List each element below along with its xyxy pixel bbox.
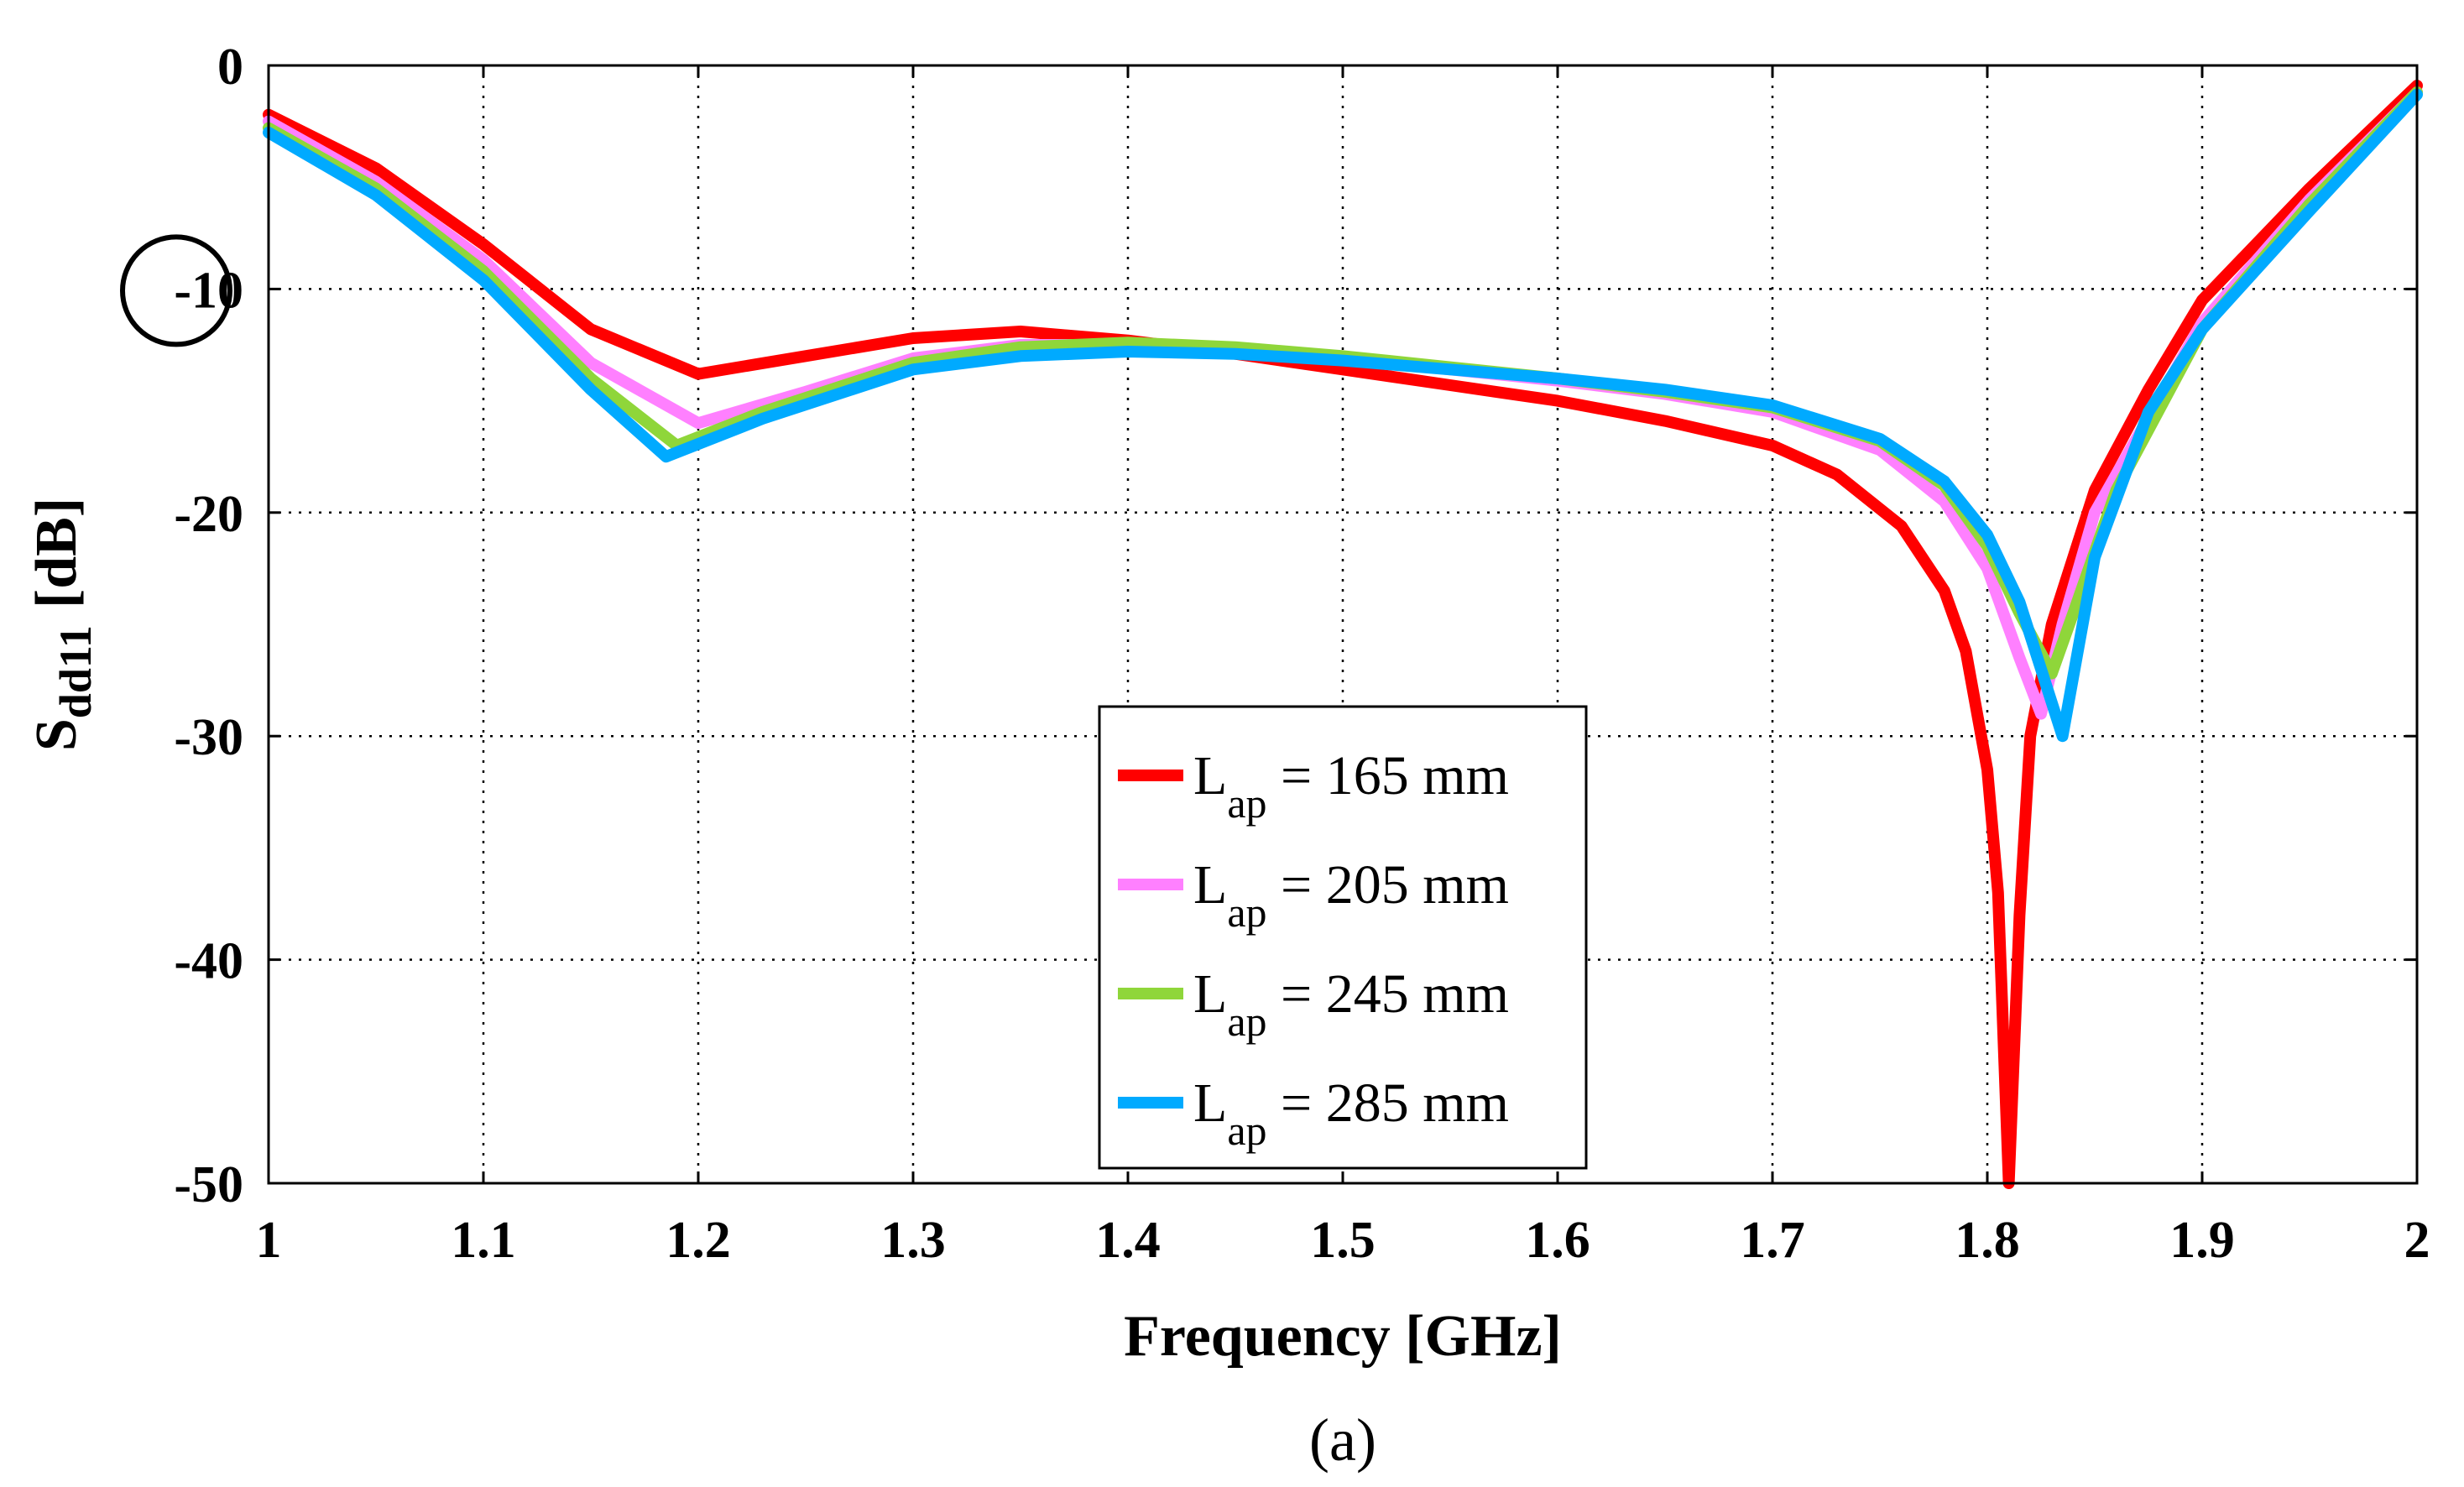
highlight-circle [120, 234, 232, 347]
x-axis-label: Frequency [GHz] [1124, 1304, 1562, 1369]
legend-box [1098, 705, 1588, 1170]
axis-ticks: 1 1.1 1.2 1.3 1.4 1.5 1.6 1.7 1.8 1.9 2 0 -10 -20 -30 -… [174, 39, 2430, 1269]
y-axis-label-sub: dd11 [50, 625, 101, 718]
y-tick-label: -40 [174, 933, 243, 990]
y-tick-label: -30 [174, 709, 243, 766]
legend-label-2: Lap = 205 mm [1193, 854, 1509, 936]
x-tick-label: 1.2 [666, 1212, 731, 1269]
legend-label-4: Lap = 285 mm [1193, 1072, 1509, 1154]
y-axis-label-unit: [dB] [24, 498, 89, 608]
x-tick-label: 1.3 [880, 1212, 946, 1269]
legend-label-1: Lap = 165 mm [1193, 745, 1509, 827]
series-line-1 [263, 80, 2423, 1189]
x-tick-label: 2 [2404, 1212, 2430, 1269]
x-tick-label: 1.5 [1310, 1212, 1376, 1269]
x-tick-label: 1.4 [1095, 1212, 1161, 1269]
x-tick-label: 1 [256, 1212, 282, 1269]
series-layer [263, 80, 2423, 1189]
y-tick-label: -50 [174, 1156, 243, 1213]
y-tick-label: 0 [217, 39, 243, 96]
y-tick-label: -10 [174, 262, 243, 319]
legend: Lap = 165 mm Lap = 205 mm Lap = 245 mm Lap … [1098, 705, 1588, 1170]
x-tick-label: 1.7 [1740, 1212, 1805, 1269]
x-tick-label: 1.1 [451, 1212, 516, 1269]
x-tick-label: 1.9 [2169, 1212, 2235, 1269]
legend-label-3: Lap = 245 mm [1193, 963, 1509, 1045]
y-axis-label: Sdd11 [dB] [24, 498, 101, 751]
y-tick-label: -20 [174, 486, 243, 543]
x-tick-label: 1.6 [1525, 1212, 1590, 1269]
series-line-4 [263, 88, 2423, 743]
panel-label: (a) [1309, 1406, 1376, 1474]
y-axis-label-main: S [24, 718, 89, 751]
x-tick-label: 1.8 [1955, 1212, 2020, 1269]
